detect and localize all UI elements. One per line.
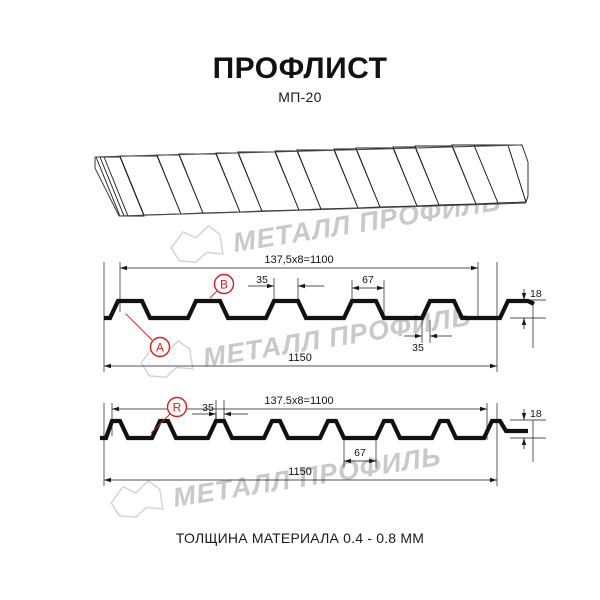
dim-overall-1150: 1150 (104, 352, 497, 369)
marker-a-label: A (156, 341, 164, 355)
dim-bottom-67-label: 67 (354, 447, 366, 459)
dim-valley-35-label: 35 (412, 342, 424, 354)
watermark-logo-icon (110, 479, 164, 518)
dim-valley-35: 35 (404, 320, 452, 354)
dim-height-18-label: 18 (530, 288, 542, 300)
dim-top-35-label: 35 (256, 274, 268, 286)
marker-b: B (209, 273, 235, 299)
dim-top-35: 35 (192, 400, 248, 420)
dim-pitch-label: 137.5x8=1100 (264, 395, 333, 407)
dim-bottom-67: 67 (343, 440, 377, 468)
corrugation-ribs (95, 144, 529, 217)
page-subtitle: МП-20 (278, 89, 322, 105)
dim-top-35: 35 (248, 274, 324, 299)
dim-bottom-67-label: 67 (362, 274, 374, 286)
dim-pitch-1100: 137,5x8=1100 (120, 254, 478, 271)
dim-height-18: 18 (521, 408, 542, 449)
dim-bottom-67: 67 (351, 274, 385, 316)
profile-outline (104, 298, 535, 321)
dim-overall-label: 1150 (288, 352, 312, 364)
dim-top-35-label: 35 (202, 402, 214, 414)
page-title: ПРОФЛИСТ (212, 52, 388, 85)
marker-a: A (125, 313, 171, 358)
material-thickness-note: ТОЛЩИНА МАТЕРИАЛА 0.4 - 0.8 ММ (175, 530, 425, 546)
marker-r-label: R (173, 401, 182, 415)
dim-pitch-label: 137,5x8=1100 (264, 254, 333, 266)
extension-lines (103, 403, 546, 486)
dim-height-18: 18 (521, 288, 542, 329)
watermark-logo-icon (170, 224, 224, 263)
dim-height-18-label: 18 (530, 408, 542, 420)
marker-r: R (150, 396, 188, 434)
profile-outline (100, 418, 528, 441)
dim-overall-1150: 1150 (104, 466, 497, 483)
marker-b-label: B (220, 278, 228, 292)
dim-overall-label: 1150 (288, 466, 312, 478)
